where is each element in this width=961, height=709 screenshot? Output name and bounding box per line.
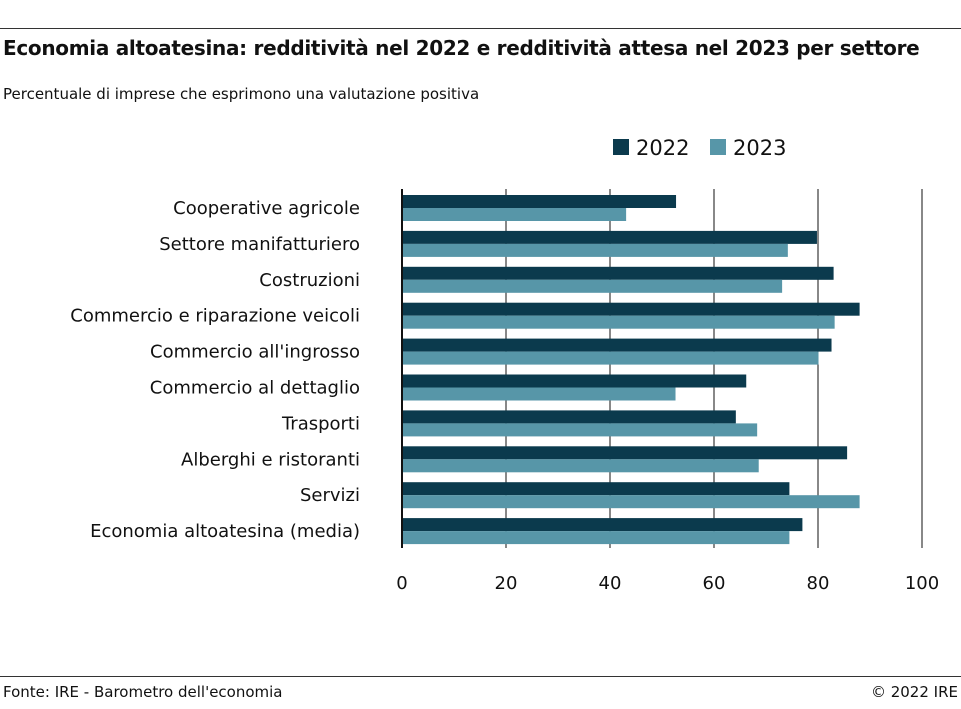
- x-tick-label: 20: [495, 573, 518, 594]
- bar-2022: [402, 518, 803, 532]
- bar-2022: [402, 482, 790, 496]
- legend-swatch-2023: [710, 139, 726, 155]
- category-label: Trasporti: [281, 413, 360, 434]
- category-label: Servizi: [300, 485, 360, 506]
- legend-label-2022: 2022: [636, 136, 689, 160]
- bar-2022: [402, 302, 860, 316]
- chart-subtitle: Percentuale di imprese che esprimono una…: [3, 85, 480, 103]
- category-labels: Cooperative agricole Settore manifatturie…: [70, 198, 360, 542]
- bar-2023: [402, 495, 860, 509]
- category-label: Cooperative agricole: [173, 198, 360, 219]
- legend-label-2023: 2023: [733, 136, 786, 160]
- bars: [402, 195, 860, 545]
- bar-2023: [402, 531, 790, 545]
- bar-2022: [402, 195, 677, 208]
- x-tick-label: 60: [703, 573, 726, 594]
- bar-2023: [402, 351, 819, 365]
- legend: 2022 2023: [613, 136, 786, 160]
- bar-2023: [402, 243, 788, 257]
- x-tick-label: 40: [599, 573, 622, 594]
- bar-2023: [402, 279, 783, 293]
- bar-2022: [402, 266, 834, 280]
- category-label: Settore manifatturiero: [159, 234, 360, 255]
- bar-2022: [402, 230, 817, 244]
- bar-2022: [402, 338, 832, 352]
- bottom-rule: [0, 676, 961, 677]
- category-label: Commercio e riparazione veicoli: [70, 306, 360, 327]
- category-label: Commercio al dettaglio: [150, 378, 360, 399]
- chart-title: Economia altoatesina: redditività nel 20…: [3, 36, 920, 60]
- bar-2022: [402, 374, 747, 388]
- category-label: Alberghi e ristoranti: [181, 449, 360, 470]
- legend-swatch-2022: [613, 139, 629, 155]
- category-label: Economia altoatesina (media): [90, 521, 360, 542]
- bar-2023: [402, 459, 759, 473]
- bar-2023: [402, 423, 758, 437]
- bar-2023: [402, 387, 676, 401]
- x-tick-label: 100: [905, 573, 939, 594]
- category-label: Costruzioni: [259, 270, 360, 291]
- copyright-note: © 2022 IRE: [870, 683, 958, 701]
- top-rule: [0, 28, 961, 29]
- bar-2023: [402, 208, 627, 221]
- bar-2022: [402, 446, 848, 460]
- bar-2022: [402, 410, 736, 424]
- bar-2023: [402, 315, 835, 329]
- x-tick-label: 80: [807, 573, 830, 594]
- source-note: Fonte: IRE - Barometro dell'economia: [3, 683, 283, 701]
- x-tick-labels: 0 20 40 60 80 100: [396, 573, 939, 594]
- x-tick-label: 0: [396, 573, 407, 594]
- category-label: Commercio all'ingrosso: [150, 342, 360, 363]
